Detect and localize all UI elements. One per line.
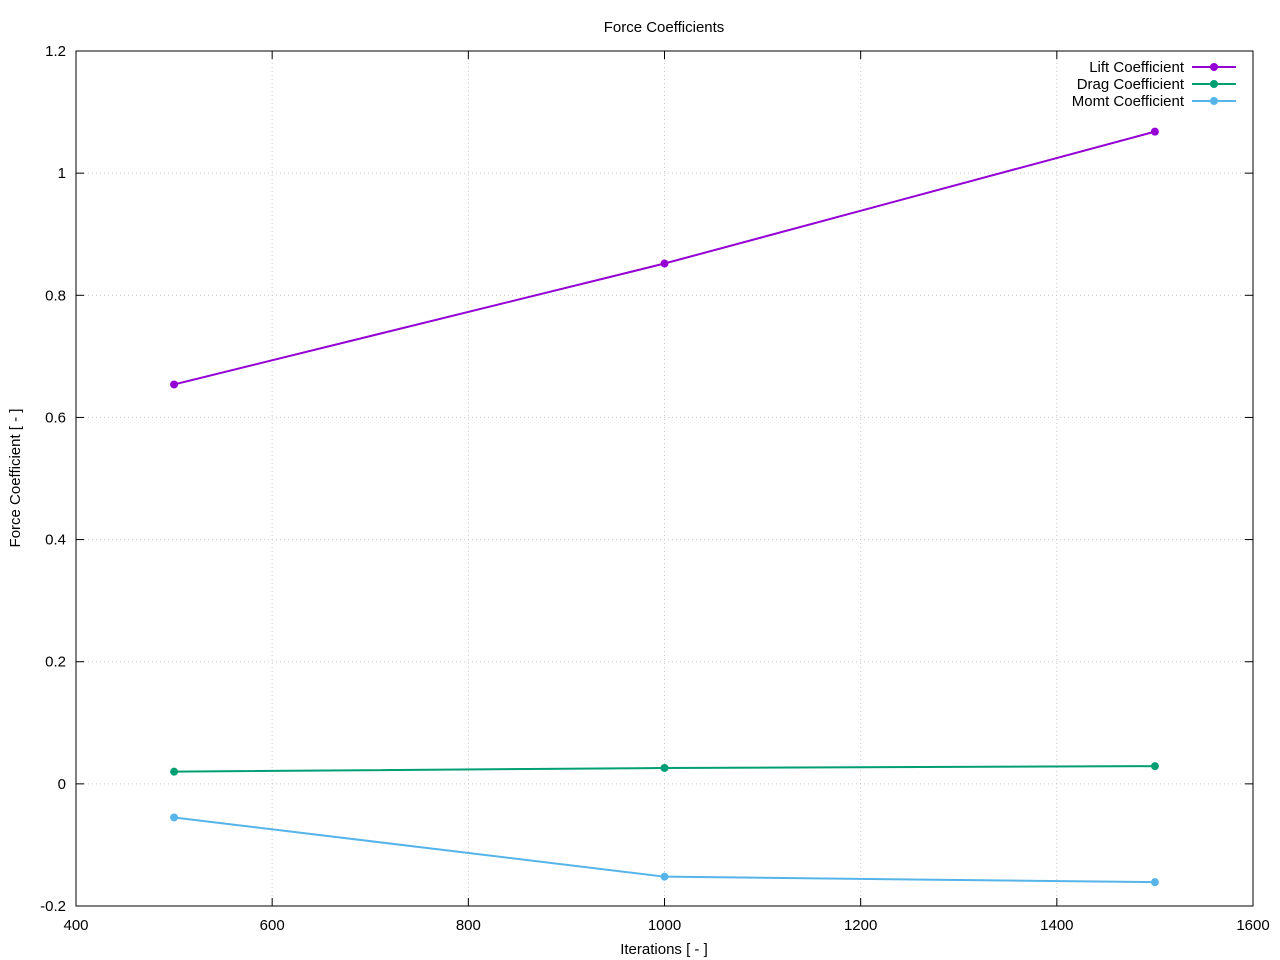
data-point bbox=[660, 872, 669, 881]
y-tick-label: -0.2 bbox=[40, 898, 66, 915]
y-tick-label: 1.2 bbox=[45, 43, 66, 60]
legend-swatch-marker bbox=[1210, 63, 1218, 71]
y-tick-label: 0.8 bbox=[45, 287, 66, 304]
legend-label: Momt Coefficient bbox=[1072, 93, 1185, 110]
data-point bbox=[660, 763, 669, 772]
y-tick-label: 1 bbox=[58, 165, 66, 182]
data-point bbox=[170, 813, 179, 822]
x-tick-label: 800 bbox=[456, 917, 481, 934]
x-tick-label: 1400 bbox=[1040, 917, 1073, 934]
series-line bbox=[173, 130, 1156, 386]
legend-swatch-marker bbox=[1210, 80, 1218, 88]
x-tick-label: 600 bbox=[260, 917, 285, 934]
data-point bbox=[1150, 762, 1159, 771]
data-point bbox=[660, 259, 669, 268]
x-tick-label: 1600 bbox=[1236, 917, 1269, 934]
data-point bbox=[1150, 127, 1159, 136]
series bbox=[170, 127, 1159, 887]
series-3 bbox=[170, 813, 1159, 887]
x-tick-label: 1000 bbox=[648, 917, 681, 934]
series-2 bbox=[170, 762, 1159, 776]
y-tick-label: 0.6 bbox=[45, 409, 66, 426]
legend-swatch-marker bbox=[1210, 97, 1218, 105]
legend-label: Lift Coefficient bbox=[1089, 59, 1185, 76]
data-point bbox=[1150, 878, 1159, 887]
data-point bbox=[170, 767, 179, 776]
x-axis-label: Iterations [ - ] bbox=[620, 941, 708, 958]
x-tick-label: 1200 bbox=[844, 917, 877, 934]
series-1 bbox=[170, 127, 1159, 389]
y-axis-label: Force Coefficient [ - ] bbox=[7, 409, 24, 548]
legend-label: Drag Coefficient bbox=[1077, 76, 1185, 93]
chart-title: Force Coefficients bbox=[604, 19, 725, 36]
x-tick-label: 400 bbox=[63, 917, 88, 934]
y-tick-label: 0 bbox=[58, 776, 66, 793]
y-tick-label: 0.4 bbox=[45, 532, 66, 549]
grid bbox=[76, 51, 1253, 906]
y-tick-label: 0.2 bbox=[45, 654, 66, 671]
ticks: 400 600 800 1000 1200 1400 1600 -0.2 0 0.2 0.4 0.6 0… bbox=[40, 43, 1270, 934]
data-point bbox=[170, 380, 179, 389]
